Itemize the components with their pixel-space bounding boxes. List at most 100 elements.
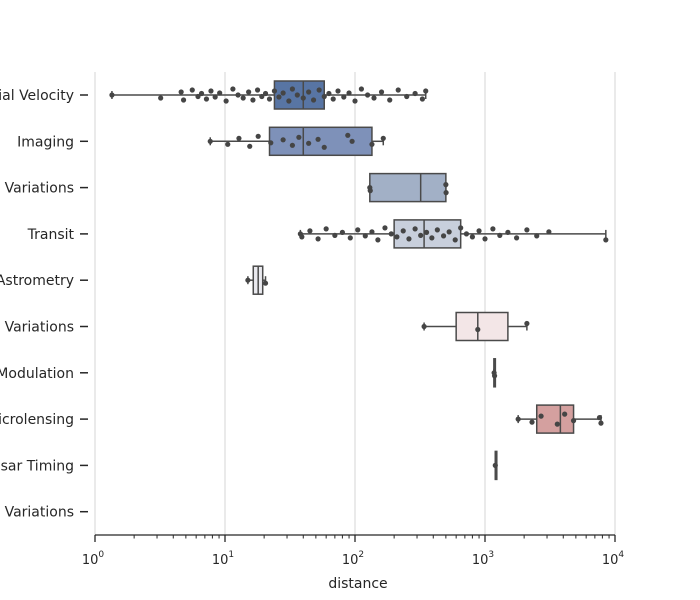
- strip-point: [207, 138, 213, 144]
- strip-point: [434, 227, 440, 233]
- strip-point: [418, 232, 424, 238]
- y-axis: dial Velocity Imaging g Variations Transit A…: [0, 88, 88, 521]
- strip-point: [387, 97, 393, 103]
- y-category-label: Astrometry: [0, 273, 74, 289]
- strip-point: [280, 137, 286, 143]
- strip-point: [250, 97, 256, 103]
- strip-point: [316, 87, 322, 93]
- strip-point: [286, 98, 292, 104]
- y-category-label: lsar Timing: [0, 458, 74, 474]
- strip-point: [212, 94, 218, 100]
- strip-point: [330, 96, 336, 102]
- x-tick-label: 104: [602, 550, 625, 568]
- strip-point: [443, 182, 449, 188]
- x-axis-title: distance: [328, 576, 387, 592]
- strip-point: [443, 190, 449, 196]
- strip-point: [310, 97, 317, 103]
- box: [455, 311, 509, 342]
- strip-point: [375, 237, 381, 243]
- strip-point: [524, 227, 530, 233]
- strip-point: [546, 229, 552, 235]
- strip-point: [306, 140, 312, 146]
- strip-point: [406, 236, 412, 242]
- strip-point: [236, 135, 242, 141]
- strip-point: [388, 231, 394, 237]
- strip-point: [262, 90, 269, 97]
- y-category-label: g Variations: [0, 505, 74, 521]
- strip-point: [554, 421, 560, 427]
- strip-point: [395, 87, 401, 93]
- strip-point: [326, 90, 332, 97]
- strip-point: [513, 235, 520, 241]
- strip-point: [534, 233, 540, 239]
- strip-point: [203, 96, 210, 102]
- strip-point: [321, 93, 327, 100]
- strip-point: [339, 229, 346, 235]
- strip-point: [458, 225, 464, 231]
- strip-point: [463, 231, 470, 237]
- strip-point: [369, 141, 375, 147]
- strip-point: [469, 234, 476, 240]
- strip-point: [358, 86, 364, 92]
- strip-point: [289, 142, 296, 148]
- strip-point: [440, 233, 447, 239]
- strip-point: [306, 89, 312, 95]
- x-tick-label: 100: [82, 550, 105, 568]
- strip-point: [289, 86, 296, 92]
- strip-point: [429, 235, 435, 241]
- strip-point: [299, 234, 305, 240]
- strip-point: [349, 138, 355, 144]
- strip-point: [271, 88, 278, 94]
- strip-point: [254, 87, 261, 93]
- strip-points-layer: [109, 86, 609, 468]
- x-tick-label: 102: [342, 550, 364, 568]
- strip-point: [255, 133, 261, 139]
- strip-point: [355, 227, 361, 233]
- y-category-label: dial Velocity: [0, 88, 74, 104]
- strip-point: [419, 96, 426, 102]
- strip-point: [268, 140, 274, 146]
- strip-point: [364, 92, 371, 98]
- strip-point: [315, 236, 321, 242]
- strip-point: [400, 228, 406, 234]
- strip-point: [300, 95, 306, 101]
- strip-point: [538, 413, 544, 419]
- strip-point: [345, 132, 351, 138]
- strip-point: [352, 98, 358, 104]
- strip-point: [497, 232, 503, 238]
- strip-point: [412, 226, 418, 232]
- strip-point: [109, 92, 115, 98]
- strip-point: [323, 226, 329, 232]
- strip-point: [562, 411, 568, 417]
- box: [535, 404, 575, 434]
- strip-point: [332, 232, 338, 238]
- strip-point: [346, 90, 352, 96]
- strip-point: [369, 229, 375, 235]
- strip-point: [276, 94, 282, 100]
- strip-point: [446, 229, 452, 235]
- strip-point: [394, 234, 400, 240]
- strip-point: [189, 87, 195, 93]
- strip-point: [382, 225, 388, 231]
- y-category-label: Transit: [27, 227, 75, 243]
- strip-point: [421, 323, 427, 330]
- strip-point: [235, 92, 241, 98]
- y-category-label: g Variations: [0, 181, 74, 197]
- strip-point: [341, 94, 347, 100]
- strip-point: [423, 229, 430, 235]
- strip-point: [492, 462, 498, 468]
- strip-point: [247, 143, 253, 149]
- x-tick-label: 101: [212, 550, 234, 568]
- strip-point: [378, 89, 385, 95]
- strip-point: [491, 373, 498, 379]
- strip-point: [315, 136, 321, 142]
- strip-point: [217, 90, 223, 96]
- strip-point: [596, 415, 603, 421]
- strip-point: [423, 88, 429, 94]
- strip-point: [294, 92, 300, 98]
- strip-point: [367, 188, 373, 194]
- strip-point: [404, 93, 410, 100]
- strip-point: [347, 235, 353, 241]
- strip-point: [412, 90, 418, 97]
- strip-point: [505, 229, 511, 235]
